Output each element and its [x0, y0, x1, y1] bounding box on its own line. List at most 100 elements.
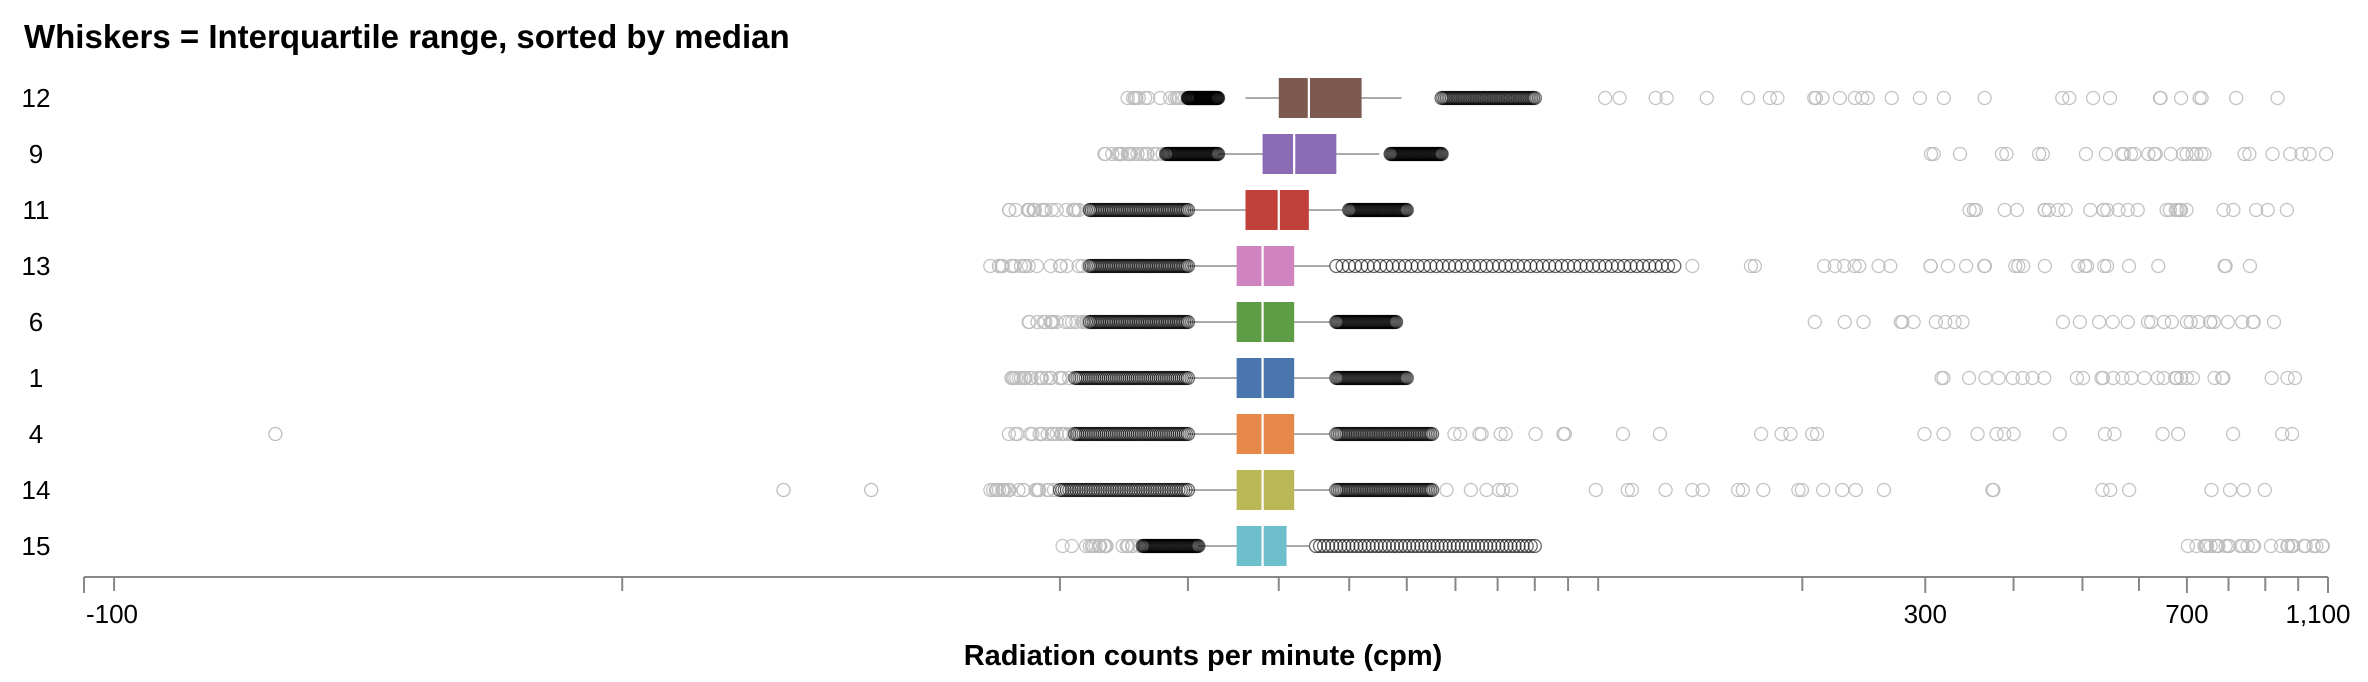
outlier-point: [1399, 202, 1414, 218]
outlier-point: [1848, 482, 1863, 498]
outlier-point: [1316, 538, 1332, 554]
outlier-point: [2203, 314, 2218, 330]
outlier-point: [1731, 482, 1746, 498]
outlier-point: [2242, 258, 2258, 274]
outlier-point: [1369, 538, 1384, 554]
outlier-point: [2194, 146, 2209, 162]
series-row-11: 11: [23, 190, 2294, 230]
outlier-point: [1928, 314, 1944, 330]
outlier-point: [2208, 538, 2224, 554]
x-tick-label: 700: [2165, 599, 2208, 629]
outlier-point: [2235, 538, 2250, 554]
outlier-point: [2270, 90, 2285, 106]
outlier-point: [1034, 370, 1050, 386]
outlier-point: [1860, 90, 1875, 106]
outlier-point: [2206, 314, 2221, 330]
outlier-point: [1955, 314, 1970, 330]
outlier-point: [2152, 90, 2168, 106]
outlier-point: [1620, 482, 1635, 498]
outlier-point: [2143, 314, 2159, 330]
outlier-point: [864, 482, 879, 498]
outlier-point: [2266, 314, 2282, 330]
outlier-point: [1968, 202, 1984, 218]
outlier-point: [2025, 370, 2040, 386]
outlier-point: [1816, 482, 1831, 498]
series-row-9: 9: [29, 134, 2334, 174]
outlier-point: [1373, 538, 1388, 554]
category-label: 15: [22, 531, 51, 561]
outlier-point: [1854, 90, 1870, 106]
outlier-point: [2222, 482, 2238, 498]
outlier-point: [2130, 202, 2145, 218]
outlier-point: [2083, 202, 2098, 218]
outlier-point: [1126, 146, 1141, 162]
iqr-box: [1236, 302, 1295, 342]
outlier-point: [1835, 482, 1850, 498]
outlier-point: [1418, 538, 1433, 554]
outlier-point: [1989, 426, 2004, 442]
outlier-point: [1049, 426, 1064, 442]
outlier-point: [1528, 426, 1543, 442]
outlier-point: [2127, 146, 2142, 162]
outlier-point: [1936, 370, 1951, 386]
outlier-point: [2264, 370, 2279, 386]
outlier-point: [1495, 482, 1511, 498]
outlier-point: [1325, 538, 1340, 554]
outlier-point: [1134, 146, 1150, 162]
outlier-point: [1652, 426, 1668, 442]
outlier-point: [2179, 146, 2194, 162]
outlier-point: [1043, 258, 1058, 274]
outlier-point: [2242, 146, 2257, 162]
outlier-point: [1180, 370, 1196, 386]
outlier-point: [1856, 314, 1871, 330]
outlier-point: [1114, 146, 1129, 162]
outlier-point: [1105, 146, 1120, 162]
outlier-point: [1499, 538, 1514, 554]
outlier-point: [1025, 426, 1040, 442]
outlier-point: [2173, 90, 2189, 106]
outlier-point: [2151, 258, 2166, 274]
outlier-point: [1044, 202, 1059, 218]
outlier-point: [2169, 370, 2184, 386]
outlier-point: [2079, 258, 2095, 274]
outlier-point: [1130, 146, 1145, 162]
outlier-point: [1624, 482, 1640, 498]
outlier-point: [2121, 258, 2137, 274]
outlier-point: [2156, 314, 2172, 330]
outlier-point: [2102, 90, 2118, 106]
category-label: 4: [29, 419, 43, 449]
outlier-point: [1016, 482, 1031, 498]
outlier-point: [1962, 202, 1977, 218]
outlier-point: [2055, 90, 2070, 106]
outlier-point: [2097, 426, 2113, 442]
outlier-point: [2240, 538, 2255, 554]
outlier-point: [1180, 202, 1196, 218]
outlier-point: [1032, 426, 1047, 442]
outlier-point: [1770, 90, 1785, 106]
series-row-6: 6: [29, 302, 2282, 342]
outlier-point: [1466, 538, 1482, 554]
outlier-point: [2191, 314, 2206, 330]
outlier-point: [2141, 146, 2156, 162]
outlier-point: [1353, 538, 1368, 554]
outlier-point: [1978, 370, 1993, 386]
outlier-point: [1022, 202, 1037, 218]
outlier-point: [2105, 370, 2121, 386]
outlier-point: [2171, 426, 2186, 442]
outlier-point: [2175, 146, 2191, 162]
outlier-point: [1030, 370, 1045, 386]
outlier-point: [1847, 258, 1862, 274]
outlier-point: [1893, 314, 1909, 330]
outlier-point: [1495, 538, 1510, 554]
outlier-point: [1660, 258, 1676, 274]
outlier-point: [2237, 146, 2252, 162]
outlier-point: [1961, 370, 1977, 386]
outlier-point: [1153, 90, 1168, 106]
outlier-point: [2279, 202, 2294, 218]
outlier-point: [1180, 258, 1196, 274]
outlier-point: [2098, 146, 2114, 162]
outlier-point: [1397, 538, 1413, 554]
outlier-point: [2173, 202, 2188, 218]
outlier-point: [2107, 426, 2122, 442]
outlier-point: [2015, 370, 2030, 386]
